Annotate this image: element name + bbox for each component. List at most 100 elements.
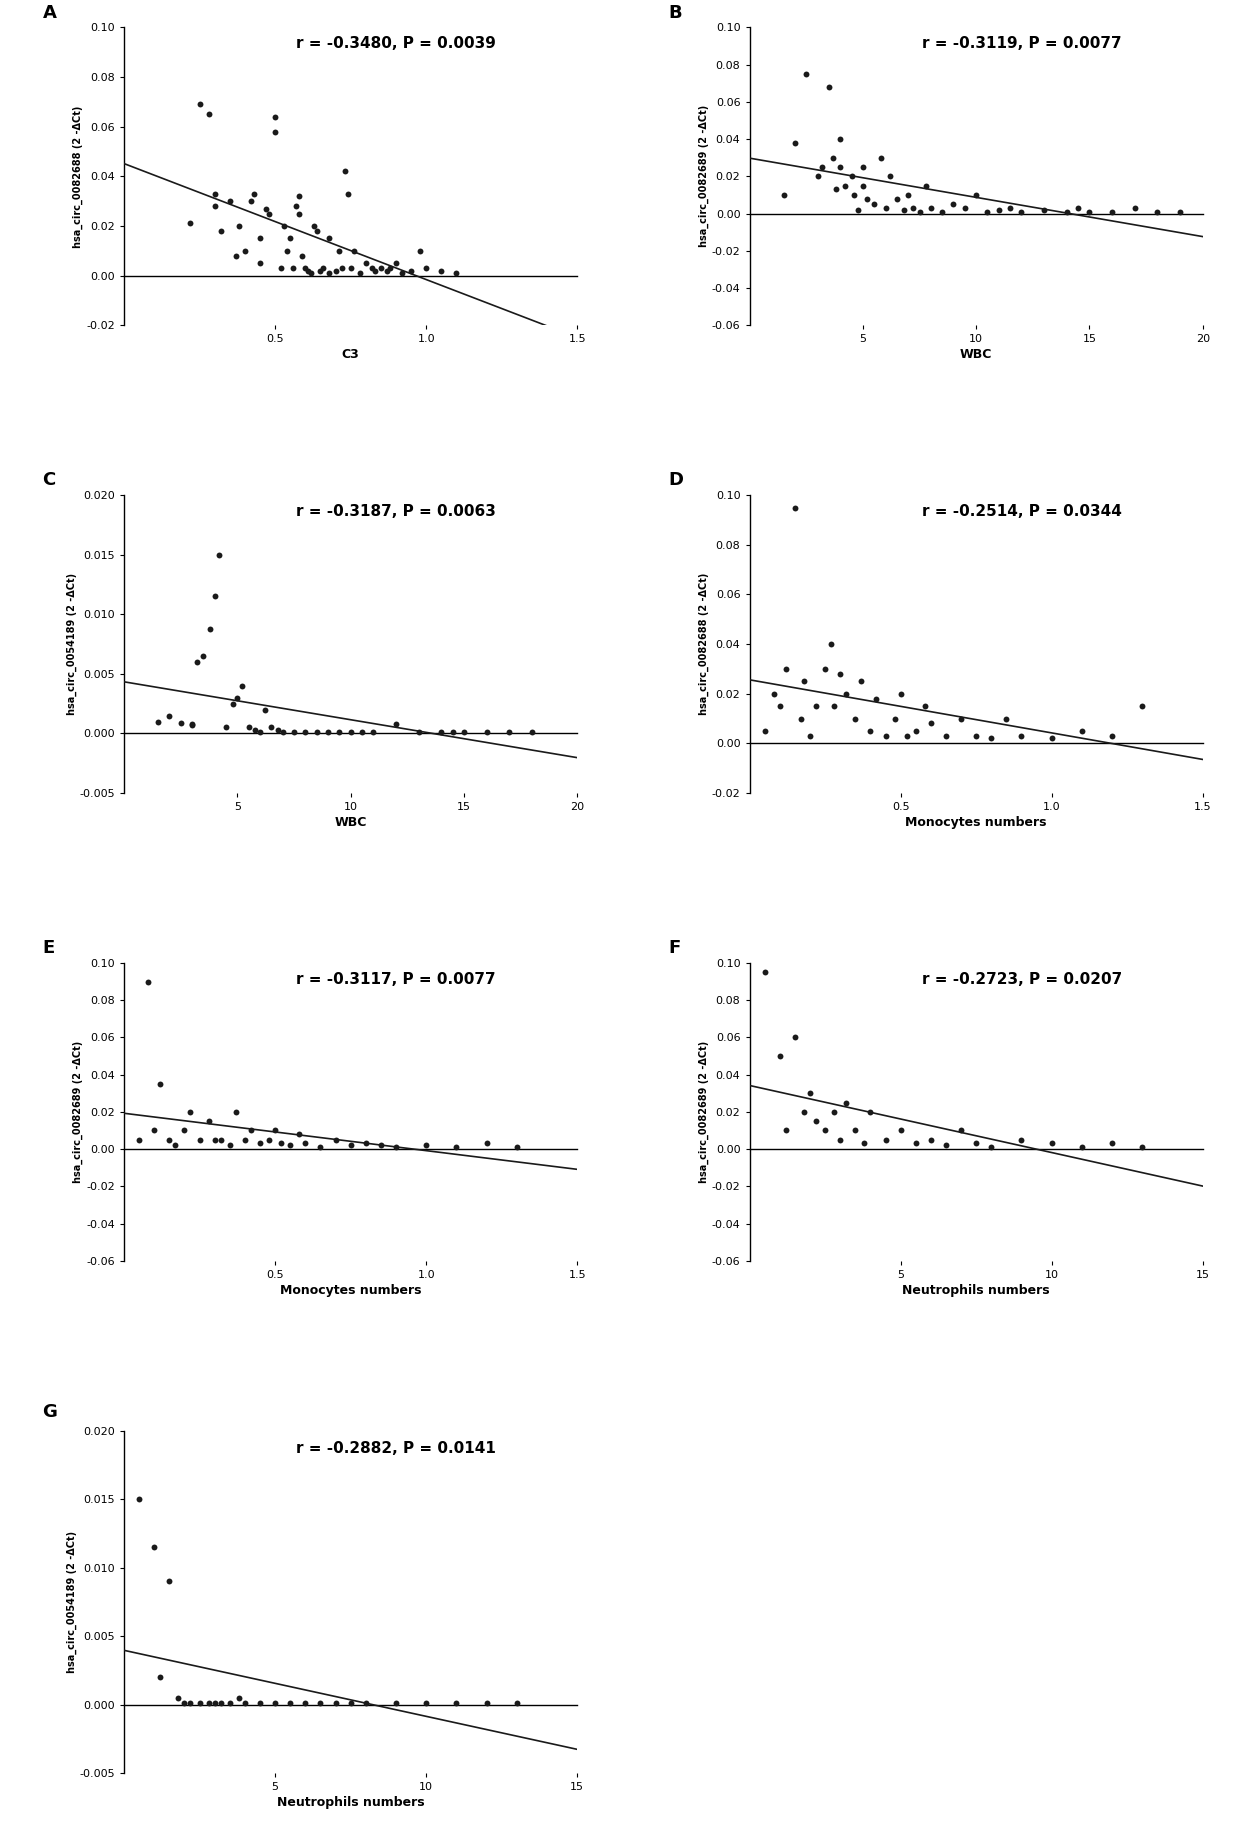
Point [280, 223, 300, 252]
Point [966, 722, 986, 751]
Point [386, 1133, 405, 1163]
Point [301, 258, 321, 287]
Point [921, 194, 941, 223]
Point [921, 709, 941, 739]
Point [211, 1689, 231, 1718]
Point [915, 691, 935, 720]
Point [410, 236, 430, 265]
Point [844, 181, 864, 210]
Point [854, 1130, 874, 1159]
Y-axis label: hsa_circ_0082689 (2 -ΔCt): hsa_circ_0082689 (2 -ΔCt) [698, 1040, 709, 1183]
Point [794, 667, 813, 696]
Point [966, 1130, 986, 1159]
Point [310, 256, 330, 285]
Point [443, 718, 463, 748]
Point [250, 1689, 270, 1718]
Text: r = -0.3187, P = 0.0063: r = -0.3187, P = 0.0063 [296, 505, 496, 519]
Point [770, 1042, 790, 1071]
X-axis label: Neutrophils numbers: Neutrophils numbers [277, 1797, 424, 1810]
Point [326, 256, 346, 285]
Point [1068, 194, 1087, 223]
Point [341, 1689, 361, 1718]
Text: r = -0.2723, P = 0.0207: r = -0.2723, P = 0.0207 [921, 972, 1122, 987]
Point [821, 629, 841, 658]
Point [755, 958, 775, 987]
Point [966, 181, 986, 210]
Point [1171, 197, 1190, 227]
Point [200, 614, 219, 643]
Text: r = -0.3119, P = 0.0077: r = -0.3119, P = 0.0077 [921, 37, 1121, 51]
Point [818, 73, 838, 102]
Point [835, 172, 854, 201]
Point [848, 196, 868, 225]
Point [1102, 1130, 1122, 1159]
Point [867, 684, 887, 713]
Point [250, 223, 270, 252]
Point [764, 678, 784, 707]
Point [794, 1097, 813, 1126]
Point [254, 695, 274, 724]
Point [268, 715, 288, 744]
Point [1102, 197, 1122, 227]
Point [812, 152, 832, 181]
Point [244, 179, 264, 208]
Point [341, 254, 361, 283]
Point [932, 197, 952, 227]
Point [205, 192, 224, 221]
Point [295, 1689, 315, 1718]
Point [284, 718, 304, 748]
Point [299, 256, 319, 285]
Point [280, 1132, 300, 1161]
Point [190, 90, 210, 119]
Point [144, 1532, 164, 1561]
Point [861, 1097, 880, 1126]
Point [836, 678, 856, 707]
Point [314, 254, 334, 283]
Point [823, 143, 843, 172]
Point [226, 1097, 246, 1126]
Point [320, 258, 340, 287]
Point [386, 709, 405, 739]
Text: r = -0.2514, P = 0.0344: r = -0.2514, P = 0.0344 [921, 505, 1122, 519]
Point [265, 102, 285, 132]
Point [265, 1115, 285, 1144]
Point [305, 212, 325, 241]
Point [308, 216, 327, 245]
Point [198, 1689, 218, 1718]
Point [198, 1106, 218, 1135]
Point [289, 1119, 309, 1148]
Point [1080, 197, 1100, 227]
Point [329, 236, 348, 265]
Point [857, 185, 877, 214]
Point [257, 194, 277, 223]
Point [356, 1689, 376, 1718]
Point [229, 212, 249, 241]
Point [446, 1689, 466, 1718]
Point [386, 249, 405, 278]
Y-axis label: hsa_circ_0082688 (2 -ΔCt): hsa_circ_0082688 (2 -ΔCt) [698, 572, 709, 715]
Point [785, 128, 805, 157]
X-axis label: C3: C3 [342, 349, 360, 362]
Point [1056, 197, 1076, 227]
Point [936, 722, 956, 751]
Point [825, 1097, 844, 1126]
Point [815, 1115, 835, 1144]
Point [293, 241, 312, 271]
Point [1001, 194, 1021, 223]
Point [955, 194, 975, 223]
Point [476, 1130, 496, 1159]
Point [446, 1133, 466, 1163]
Point [377, 256, 397, 285]
Text: E: E [42, 940, 55, 958]
Point [160, 1124, 180, 1153]
Point [129, 1124, 149, 1153]
Point [148, 707, 167, 737]
Point [169, 1684, 188, 1713]
Y-axis label: hsa_circ_0082688 (2 -ΔCt): hsa_circ_0082688 (2 -ΔCt) [73, 106, 83, 247]
Point [341, 718, 361, 748]
Point [1147, 197, 1167, 227]
Point [144, 1115, 164, 1144]
Point [1125, 194, 1145, 223]
Point [223, 689, 243, 718]
Point [250, 1130, 270, 1159]
